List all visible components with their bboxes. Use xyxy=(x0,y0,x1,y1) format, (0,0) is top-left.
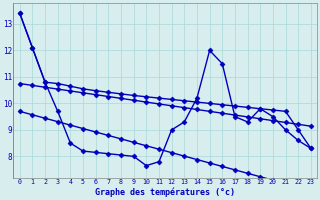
X-axis label: Graphe des températures (°c): Graphe des températures (°c) xyxy=(95,188,235,197)
